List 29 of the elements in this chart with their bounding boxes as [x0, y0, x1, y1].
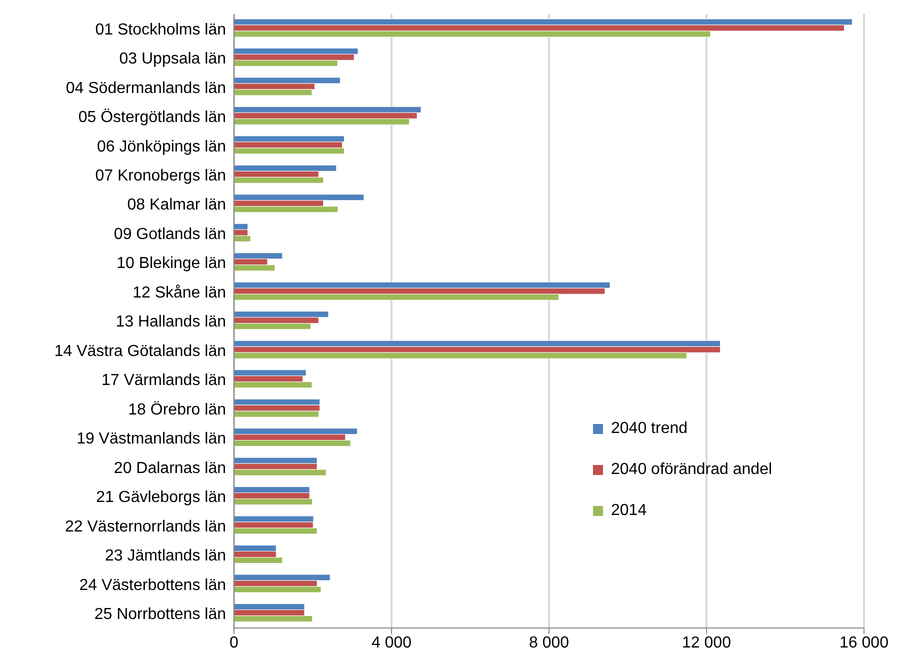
y-tick-label: 12 Skåne län — [132, 284, 226, 302]
legend-label: 2040 oförändrad andel — [611, 460, 772, 478]
y-tick-label: 25 Norrbottens län — [94, 606, 226, 624]
y-tick-label: 05 Östergötlands län — [78, 108, 226, 126]
x-tick-label: 4 000 — [371, 634, 412, 652]
legend-label: 2040 trend — [611, 420, 688, 438]
y-tick-label: 10 Blekinge län — [116, 255, 226, 272]
y-tick-label: 22 Västernorrlands län — [65, 518, 226, 536]
x-tick-label: 12 000 — [682, 634, 732, 652]
y-tick-label: 08 Kalmar län — [127, 196, 226, 214]
y-tick-label: 20 Dalarnas län — [114, 460, 226, 477]
y-tick-label: 01 Stockholms län — [95, 21, 226, 38]
y-tick-label: 07 Kronobergs län — [95, 167, 226, 184]
y-tick-label: 19 Västmanlands län — [76, 430, 226, 448]
y-tick-label: 13 Hallands län — [116, 314, 226, 331]
y-tick-label: 21 Gävleborgs län — [96, 489, 226, 506]
y-tick-label: 24 Västerbottens län — [79, 576, 226, 594]
y-tick-label: 04 Södermanlands län — [66, 80, 226, 97]
y-tick-label: 17 Värmlands län — [101, 372, 226, 390]
x-tick-label: 16 000 — [840, 634, 889, 652]
y-tick-label: 09 Gotlands län — [114, 226, 226, 243]
y-tick-label: 06 Jönköpings län — [97, 138, 226, 156]
x-tick-label: 8 000 — [528, 634, 570, 652]
y-tick-label: 18 Örebro län — [128, 400, 226, 418]
y-tick-label: 14 Västra Götalands län — [54, 342, 226, 360]
legend-label: 2014 — [611, 502, 647, 520]
y-tick-label: 03 Uppsala län — [119, 50, 226, 68]
x-tick-label: 0 — [230, 634, 239, 652]
y-tick-label: 23 Jämtlands län — [105, 548, 226, 565]
